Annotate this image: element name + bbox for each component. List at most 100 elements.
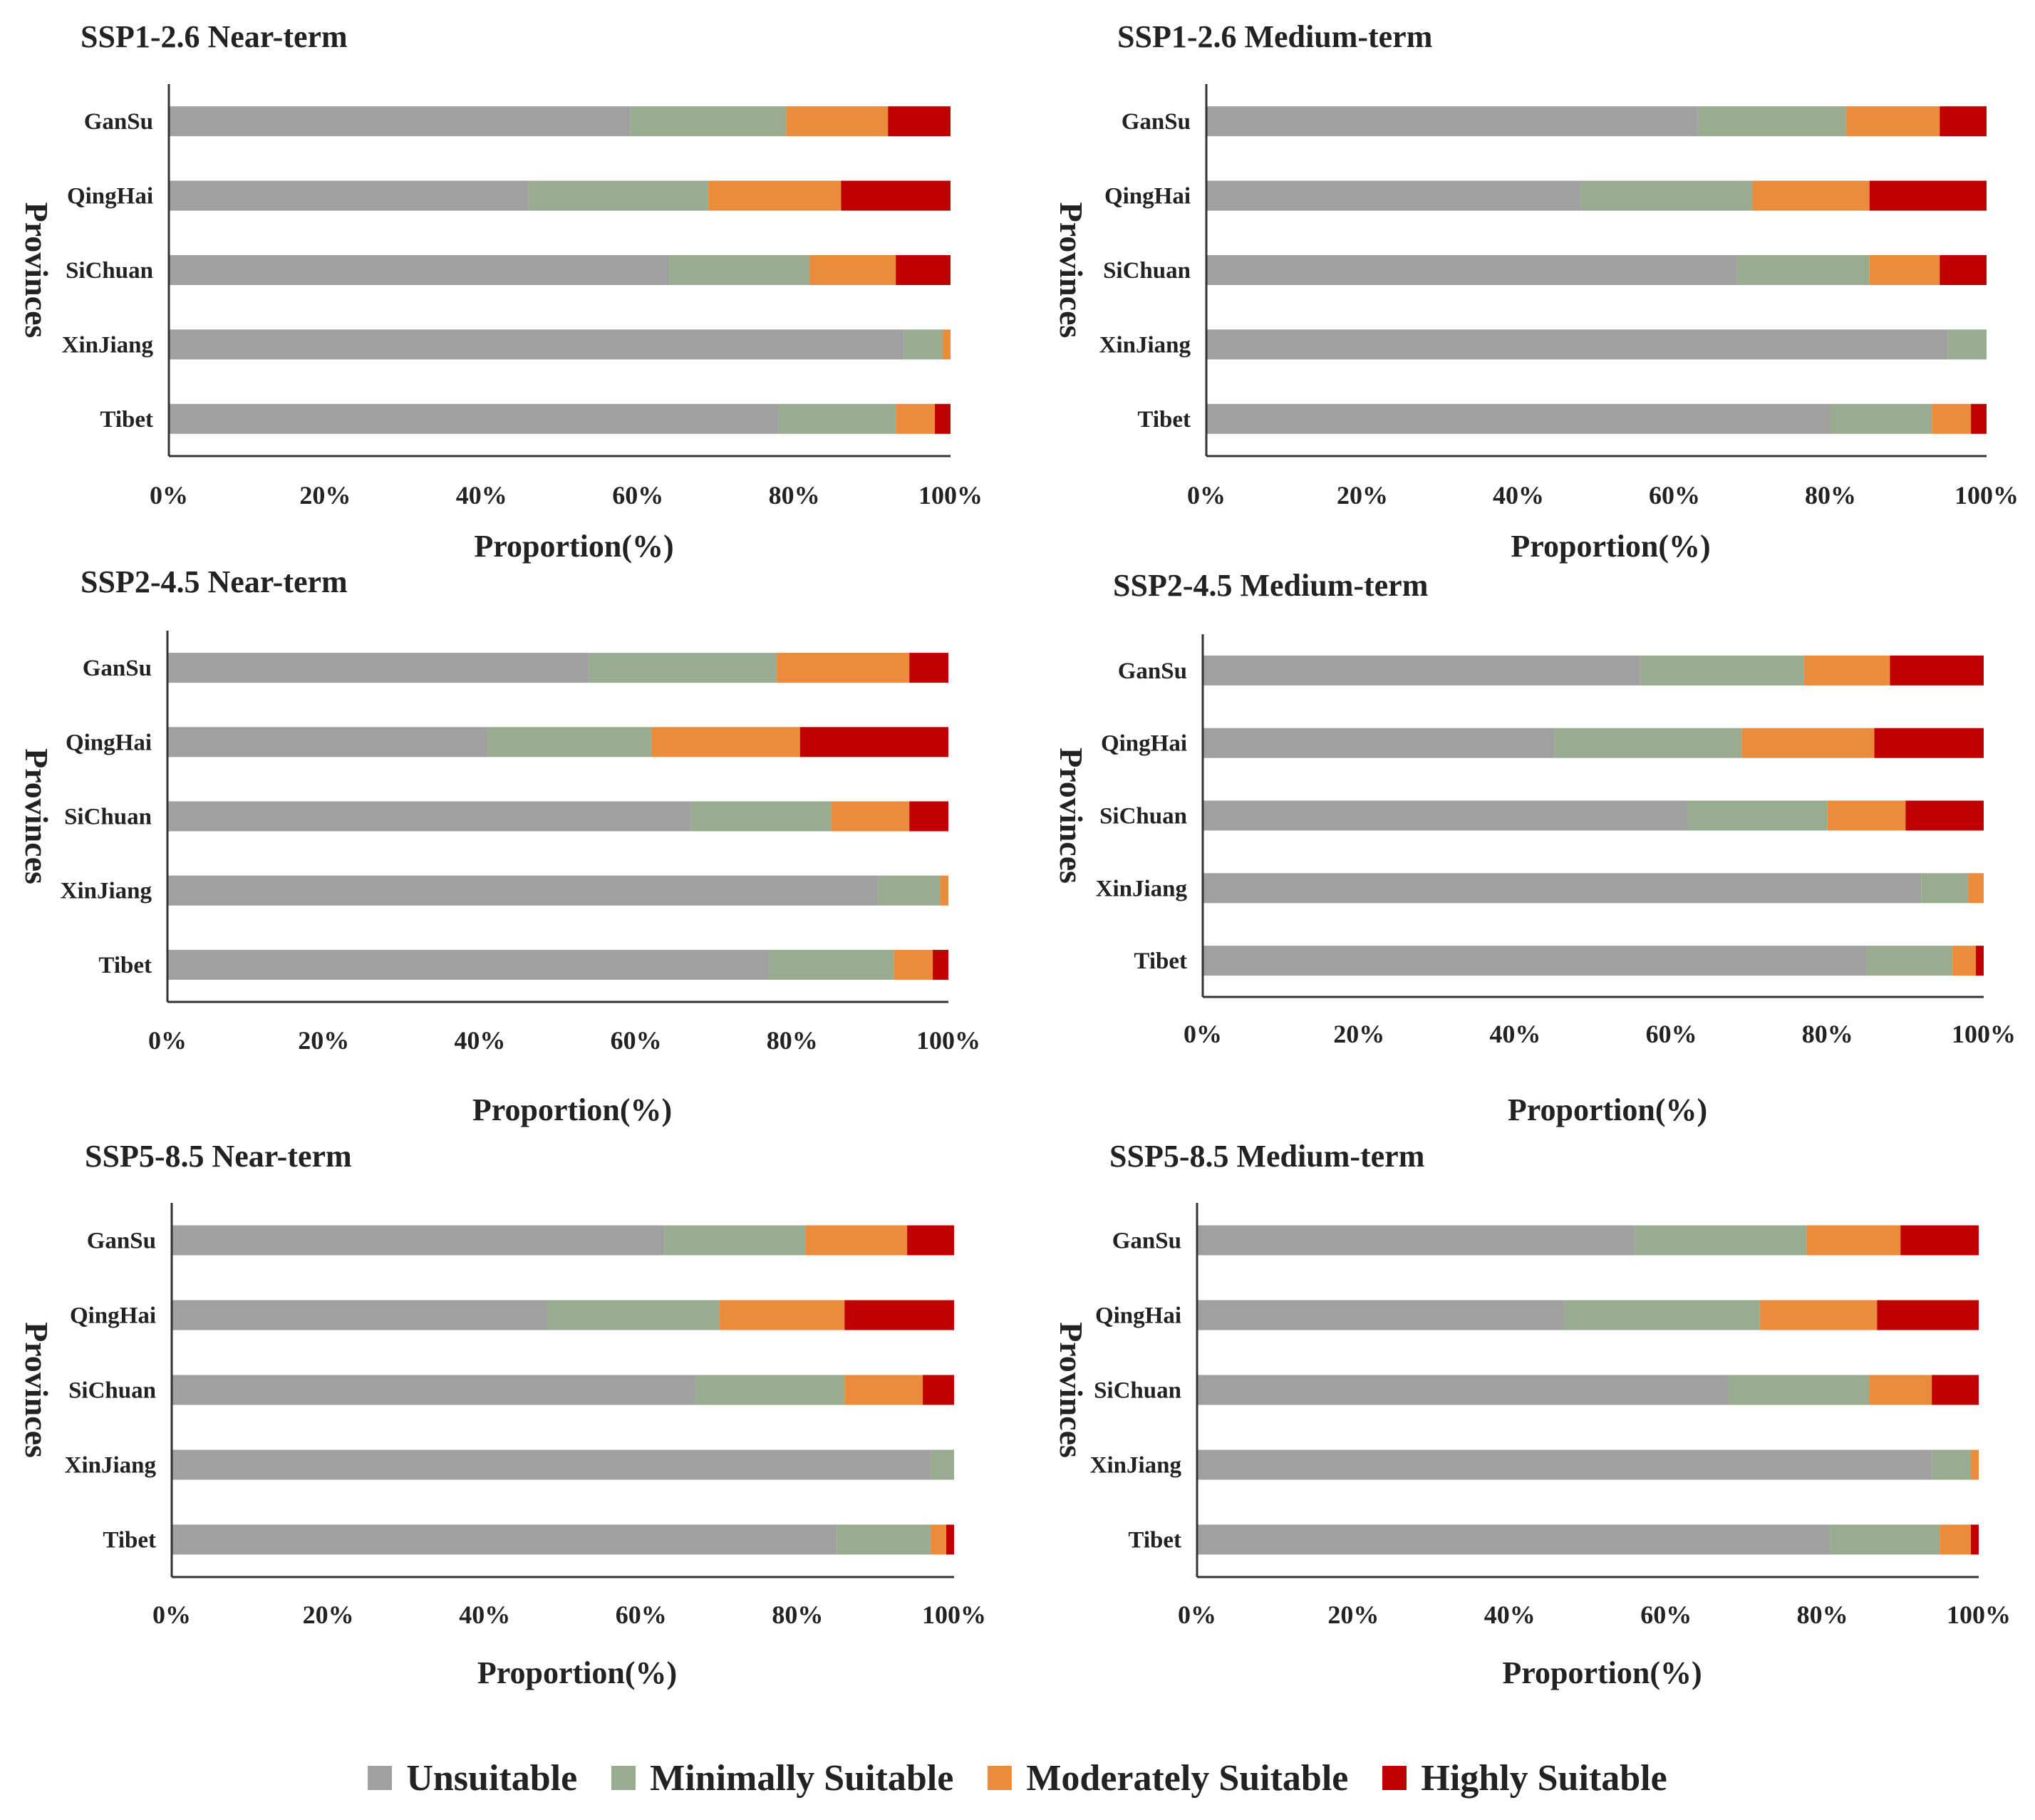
bar-sichuan-moderately-suitable	[844, 1375, 923, 1405]
bar-xinjiang-unsuitable	[172, 1449, 931, 1480]
bar-qinghai-minimally-suitable	[487, 727, 652, 758]
category-label-xinjiang: XinJiang	[62, 332, 154, 358]
bar-gansu-highly-suitable	[1940, 106, 1987, 137]
bar-gansu-moderately-suitable	[1803, 655, 1890, 686]
bar-gansu-minimally-suitable	[630, 106, 787, 137]
bar-gansu-unsuitable	[167, 653, 589, 683]
bar-qinghai-moderately-suitable	[651, 727, 800, 758]
category-label-qinghai: QingHai	[70, 1303, 156, 1329]
category-label-sichuan: SiChuan	[68, 1378, 156, 1404]
chart-panel-2: SSP1-2.6 Medium-term GanSu QingHai SiChuan X…	[1053, 19, 2019, 564]
category-label-sichuan: SiChuan	[1103, 258, 1191, 284]
bar-xinjiang-minimally-suitable	[878, 875, 941, 906]
bar-qinghai-unsuitable	[1206, 180, 1581, 211]
legend-item-unsuitable: Unsuitable	[368, 1757, 577, 1799]
bar-sichuan-minimally-suitable	[669, 255, 810, 285]
x-tick-label: 100%	[1947, 1601, 2011, 1629]
x-tick-label: 60%	[1640, 1601, 1692, 1629]
bar-gansu-unsuitable	[172, 1225, 665, 1256]
bar-tibet-moderately-suitable	[1952, 946, 1977, 976]
bar-xinjiang-unsuitable	[1206, 329, 1948, 360]
bar-sichuan-minimally-suitable	[1687, 800, 1828, 831]
legend-swatch-unsuitable	[368, 1766, 393, 1790]
category-label-xinjiang: XinJiang	[1090, 1453, 1182, 1479]
x-tick-label: 20%	[299, 481, 351, 510]
x-tick-label: 0%	[148, 1026, 187, 1055]
bar-qinghai-highly-suitable	[844, 1300, 954, 1330]
bar-qinghai-moderately-suitable	[1752, 180, 1870, 211]
bar-sichuan-unsuitable	[1197, 1375, 1729, 1405]
x-tick-label: 60%	[1649, 481, 1700, 510]
bar-sichuan-unsuitable	[169, 255, 670, 285]
chart-title: SSP1-2.6 Near-term	[81, 19, 348, 54]
category-label-xinjiang: XinJiang	[61, 879, 152, 904]
bar-sichuan-unsuitable	[1203, 800, 1687, 831]
y-axis-label: Provinces	[19, 1322, 55, 1458]
category-label-gansu: GanSu	[87, 1229, 156, 1254]
bar-tibet-unsuitable	[169, 403, 779, 434]
bar-qinghai-minimally-suitable	[547, 1300, 720, 1330]
x-tick-label: 80%	[767, 1026, 818, 1055]
bar-qinghai-moderately-suitable	[1741, 728, 1875, 758]
bar-gansu-minimally-suitable	[1640, 655, 1804, 686]
bar-sichuan-moderately-suitable	[809, 255, 896, 285]
x-tick-label: 40%	[459, 1601, 510, 1629]
bar-xinjiang-unsuitable	[167, 875, 879, 906]
legend-label-minimally-suitable: Minimally Suitable	[650, 1757, 954, 1799]
x-tick-label: 100%	[918, 481, 983, 510]
bar-qinghai-highly-suitable	[1874, 728, 1984, 758]
chart-title: SSP5-8.5 Near-term	[85, 1139, 352, 1174]
bar-tibet-highly-suitable	[933, 949, 948, 980]
x-tick-label: 80%	[1802, 1020, 1853, 1048]
bar-tibet-unsuitable	[167, 949, 769, 980]
chart-title: SSP1-2.6 Medium-term	[1117, 19, 1432, 54]
bar-tibet-minimally-suitable	[768, 949, 894, 980]
bar-xinjiang-unsuitable	[1197, 1449, 1932, 1480]
bar-tibet-moderately-suitable	[896, 403, 936, 434]
bar-tibet-unsuitable	[1203, 946, 1867, 976]
bar-xinjiang-moderately-suitable	[943, 329, 951, 360]
bar-xinjiang-minimally-suitable	[1932, 1449, 1972, 1480]
bar-qinghai-moderately-suitable	[708, 180, 842, 211]
x-tick-label: 80%	[1797, 1601, 1848, 1629]
category-label-xinjiang: XinJiang	[1099, 332, 1191, 358]
bar-xinjiang-moderately-suitable	[941, 875, 948, 906]
x-axis-label: Proportion(%)	[474, 529, 673, 564]
x-tick-label: 40%	[1484, 1601, 1536, 1629]
legend-swatch-minimally-suitable	[611, 1766, 636, 1790]
bar-gansu-unsuitable	[1197, 1225, 1635, 1256]
legend-swatch-moderately-suitable	[988, 1766, 1013, 1790]
bar-sichuan-highly-suitable	[1932, 1375, 1979, 1405]
bar-qinghai-unsuitable	[167, 727, 488, 758]
category-label-gansu: GanSu	[83, 656, 152, 681]
y-axis-label: Provinces	[1053, 202, 1089, 338]
category-label-qinghai: QingHai	[1104, 184, 1191, 210]
bar-xinjiang-minimally-suitable	[931, 1449, 954, 1480]
chart-title: SSP2-4.5 Medium-term	[1113, 568, 1428, 603]
category-label-tibet: Tibet	[1137, 407, 1191, 433]
bar-gansu-minimally-suitable	[664, 1225, 806, 1256]
category-label-gansu: GanSu	[1112, 1229, 1181, 1254]
x-axis-label: Proportion(%)	[1502, 1655, 1702, 1690]
bar-sichuan-highly-suitable	[1905, 800, 1984, 831]
category-label-tibet: Tibet	[1128, 1528, 1181, 1553]
bar-gansu-minimally-suitable	[589, 653, 777, 683]
x-tick-label: 100%	[1954, 481, 2019, 510]
bar-sichuan-unsuitable	[167, 801, 691, 832]
bar-tibet-minimally-suitable	[1866, 946, 1953, 976]
bar-qinghai-highly-suitable	[841, 180, 951, 211]
bar-sichuan-minimally-suitable	[1736, 255, 1870, 285]
x-tick-label: 80%	[769, 481, 820, 510]
x-tick-label: 0%	[152, 1601, 191, 1629]
bar-sichuan-moderately-suitable	[831, 801, 910, 832]
bar-qinghai-minimally-suitable	[1554, 728, 1742, 758]
bar-sichuan-unsuitable	[1206, 255, 1737, 285]
x-tick-label: 0%	[1178, 1601, 1216, 1629]
bar-gansu-highly-suitable	[1890, 655, 1984, 686]
bar-tibet-moderately-suitable	[1940, 1524, 1972, 1555]
x-tick-label: 40%	[1489, 1020, 1541, 1048]
bar-sichuan-minimally-suitable	[695, 1375, 845, 1405]
x-tick-label: 20%	[298, 1026, 349, 1055]
bar-tibet-highly-suitable	[946, 1524, 954, 1555]
chart-panel-5: SSP5-8.5 Near-term GanSu QingHai SiChuan Xin…	[19, 1139, 986, 1690]
